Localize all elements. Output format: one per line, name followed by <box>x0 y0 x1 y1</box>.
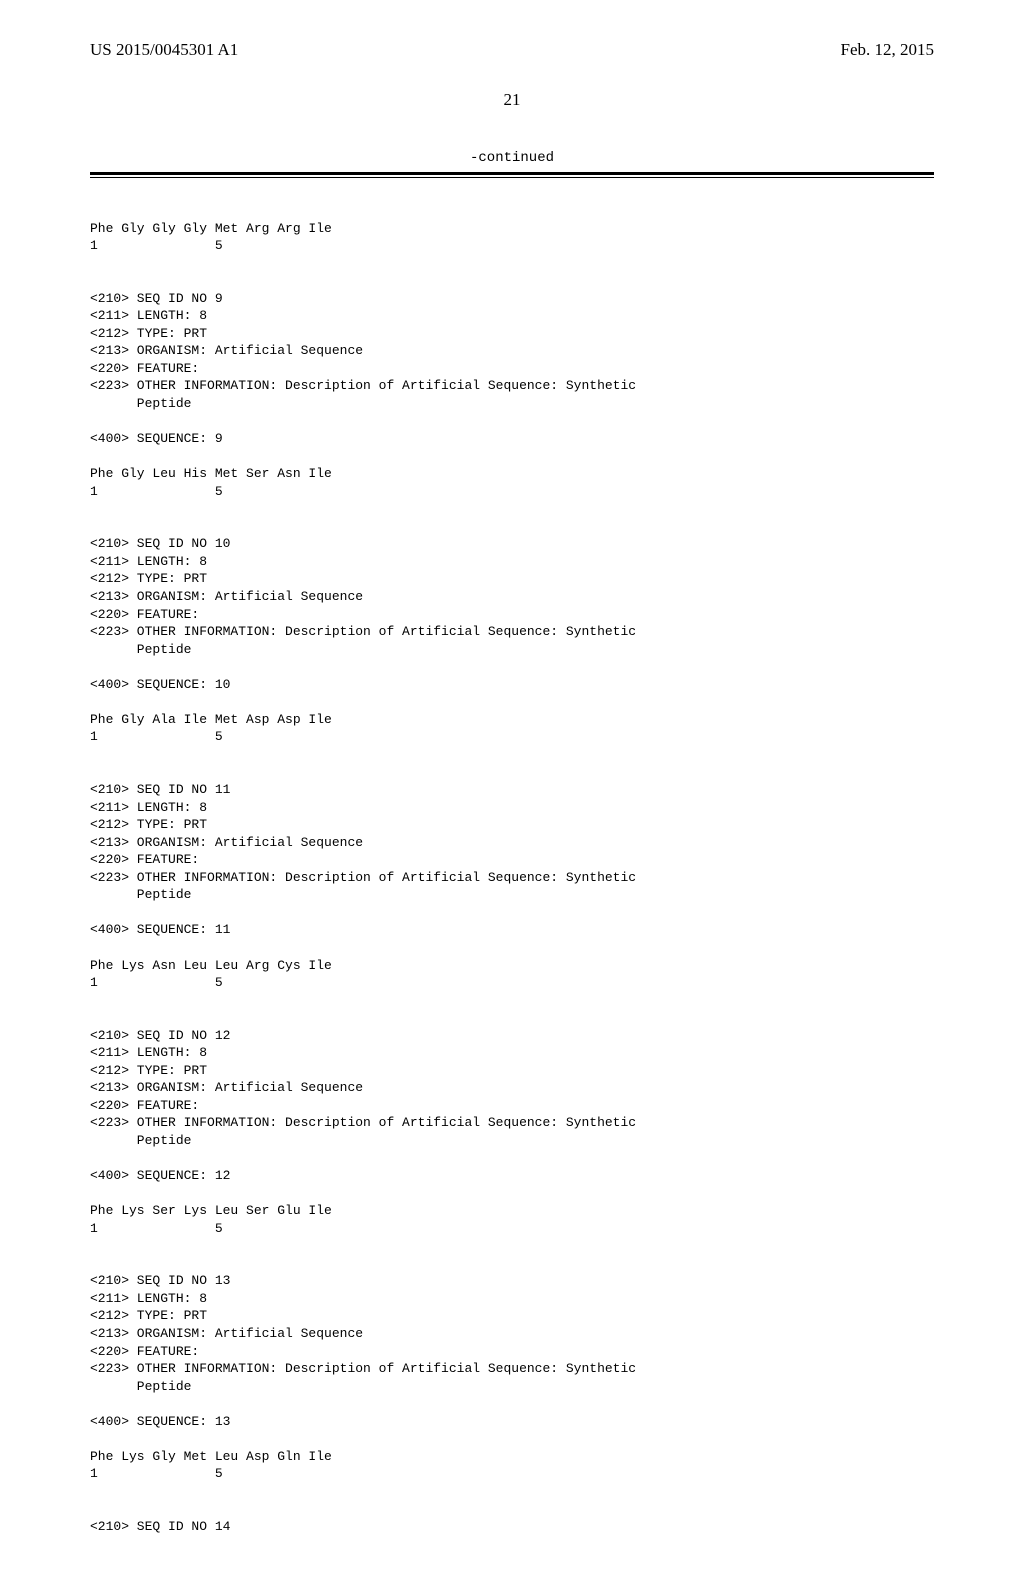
page-container: US 2015/0045301 A1 Feb. 12, 2015 21 -con… <box>0 0 1024 1576</box>
seq11-sequence: Phe Lys Asn Leu Leu Arg Cys Ile <box>90 958 332 973</box>
seq9-211: <211> LENGTH: 8 <box>90 308 207 323</box>
seq13-index: 1 5 <box>90 1466 223 1481</box>
seq9-210: <210> SEQ ID NO 9 <box>90 291 223 306</box>
seq12-211: <211> LENGTH: 8 <box>90 1045 207 1060</box>
seq11-220: <220> FEATURE: <box>90 852 199 867</box>
publication-date: Feb. 12, 2015 <box>841 40 935 60</box>
seq10-223b: Peptide <box>90 642 191 657</box>
seq11-210: <210> SEQ ID NO 11 <box>90 782 230 797</box>
seq11-223: <223> OTHER INFORMATION: Description of … <box>90 870 636 885</box>
seq10-223: <223> OTHER INFORMATION: Description of … <box>90 624 636 639</box>
rule-thin-top <box>90 177 934 178</box>
seq9-index: 1 5 <box>90 484 223 499</box>
seq13-211: <211> LENGTH: 8 <box>90 1291 207 1306</box>
seq12-212: <212> TYPE: PRT <box>90 1063 207 1078</box>
seq9-400: <400> SEQUENCE: 9 <box>90 431 223 446</box>
rule-thick-top <box>90 172 934 175</box>
seq13-220: <220> FEATURE: <box>90 1344 199 1359</box>
seq13-213: <213> ORGANISM: Artificial Sequence <box>90 1326 363 1341</box>
page-number: 21 <box>90 90 934 110</box>
seq12-213: <213> ORGANISM: Artificial Sequence <box>90 1080 363 1095</box>
seq11-211: <211> LENGTH: 8 <box>90 800 207 815</box>
seq10-213: <213> ORGANISM: Artificial Sequence <box>90 589 363 604</box>
seq10-index: 1 5 <box>90 729 223 744</box>
seq11-index: 1 5 <box>90 975 223 990</box>
seq12-400: <400> SEQUENCE: 12 <box>90 1168 230 1183</box>
seq9-220: <220> FEATURE: <box>90 361 199 376</box>
seq13-400: <400> SEQUENCE: 13 <box>90 1414 230 1429</box>
seq13-223b: Peptide <box>90 1379 191 1394</box>
seq11-223b: Peptide <box>90 887 191 902</box>
continued-label: -continued <box>90 150 934 166</box>
seq13-210: <210> SEQ ID NO 13 <box>90 1273 230 1288</box>
seq10-sequence: Phe Gly Ala Ile Met Asp Asp Ile <box>90 712 332 727</box>
seq12-223b: Peptide <box>90 1133 191 1148</box>
seq14-210: <210> SEQ ID NO 14 <box>90 1519 230 1534</box>
seq12-223: <223> OTHER INFORMATION: Description of … <box>90 1115 636 1130</box>
seq10-211: <211> LENGTH: 8 <box>90 554 207 569</box>
seq9-213: <213> ORGANISM: Artificial Sequence <box>90 343 363 358</box>
seq9-212: <212> TYPE: PRT <box>90 326 207 341</box>
seq13-sequence: Phe Lys Gly Met Leu Asp Gln Ile <box>90 1449 332 1464</box>
seq12-index: 1 5 <box>90 1221 223 1236</box>
seq12-sequence: Phe Lys Ser Lys Leu Ser Glu Ile <box>90 1203 332 1218</box>
seq11-212: <212> TYPE: PRT <box>90 817 207 832</box>
seq9-sequence: Phe Gly Leu His Met Ser Asn Ile <box>90 466 332 481</box>
sequence-listing: Phe Gly Gly Gly Met Arg Arg Ile 1 5 <210… <box>90 202 934 1536</box>
seq10-212: <212> TYPE: PRT <box>90 571 207 586</box>
seq11-400: <400> SEQUENCE: 11 <box>90 922 230 937</box>
seq10-210: <210> SEQ ID NO 10 <box>90 536 230 551</box>
seq8-index: 1 5 <box>90 238 223 253</box>
seq10-220: <220> FEATURE: <box>90 607 199 622</box>
seq13-212: <212> TYPE: PRT <box>90 1308 207 1323</box>
seq9-223: <223> OTHER INFORMATION: Description of … <box>90 378 636 393</box>
seq11-213: <213> ORGANISM: Artificial Sequence <box>90 835 363 850</box>
seq10-400: <400> SEQUENCE: 10 <box>90 677 230 692</box>
seq12-220: <220> FEATURE: <box>90 1098 199 1113</box>
seq13-223: <223> OTHER INFORMATION: Description of … <box>90 1361 636 1376</box>
seq9-223b: Peptide <box>90 396 191 411</box>
seq12-210: <210> SEQ ID NO 12 <box>90 1028 230 1043</box>
seq8-sequence: Phe Gly Gly Gly Met Arg Arg Ile <box>90 221 332 236</box>
publication-number: US 2015/0045301 A1 <box>90 40 238 60</box>
page-header: US 2015/0045301 A1 Feb. 12, 2015 <box>90 40 934 60</box>
